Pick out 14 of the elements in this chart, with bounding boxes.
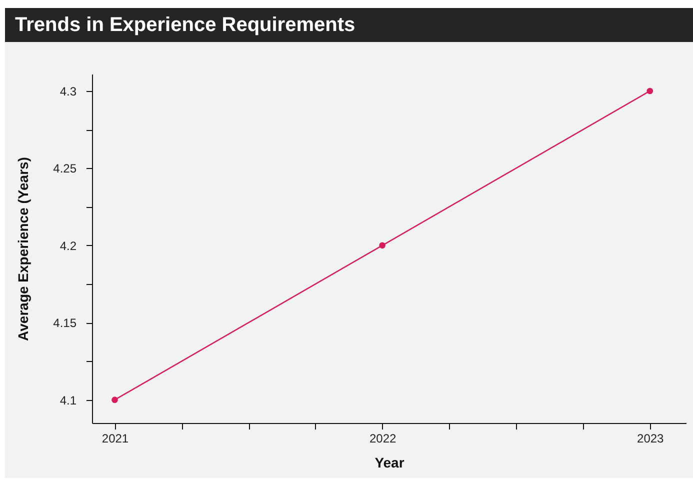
chart-title: Trends in Experience Requirements bbox=[5, 8, 693, 42]
x-tick-label: 2022 bbox=[369, 432, 396, 446]
y-axis-title: Average Experience (Years) bbox=[15, 157, 32, 341]
y-tick-label: 4.2 bbox=[60, 238, 77, 253]
y-tick-label: 4.25 bbox=[53, 162, 77, 176]
x-tick-label: 2021 bbox=[102, 432, 129, 446]
x-tick-label: 2023 bbox=[637, 432, 664, 446]
y-tick-label: 4.15 bbox=[53, 316, 77, 330]
point bbox=[646, 88, 654, 94]
point bbox=[379, 242, 386, 249]
y-tick-label: 4.1 bbox=[60, 393, 77, 408]
y-tick-label: 4.3 bbox=[60, 84, 77, 98]
x-axis-title: Year bbox=[374, 454, 405, 470]
point bbox=[112, 396, 118, 403]
